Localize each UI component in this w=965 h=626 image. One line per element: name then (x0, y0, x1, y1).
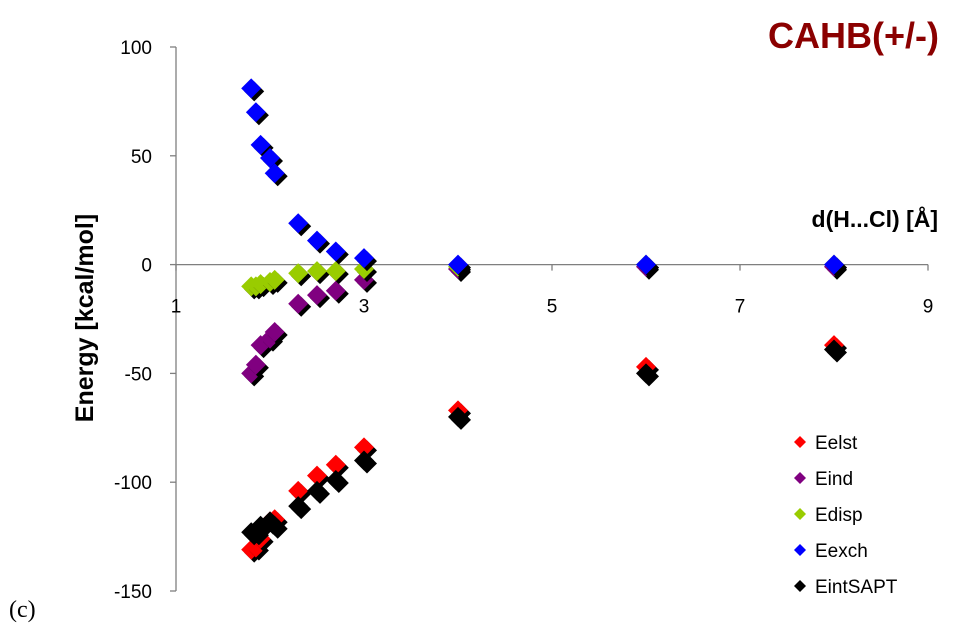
point-eexch (307, 230, 327, 251)
point-eintsapt (288, 496, 309, 517)
point-eexch (354, 248, 374, 269)
point-eexch (245, 102, 266, 123)
point-eind (245, 354, 266, 375)
point-eintsapt (325, 470, 346, 491)
point-eind (288, 293, 309, 314)
point-eelst (325, 454, 346, 475)
axis-ticks: 100 50 0 -50 -100 -150 1 3 5 7 9 (114, 38, 933, 603)
point-eexch (250, 134, 271, 155)
legend-label-eind: Eind (815, 469, 853, 490)
x-axis-label: d(H...Cl) [Å] (812, 205, 938, 232)
point-eind (307, 285, 327, 306)
legend-marker-eexch (794, 544, 806, 556)
x-tick-label: 7 (735, 297, 746, 318)
x-tick-label: 1 (171, 297, 182, 318)
point-eelst (354, 437, 374, 458)
point-edisp (325, 261, 346, 282)
panel-label: (c) (9, 597, 36, 623)
point-eelst (288, 480, 309, 501)
chart-title: CAHB(+/-) (768, 15, 939, 56)
point-eexch (241, 78, 262, 99)
point-eintsapt (307, 480, 327, 501)
point-eexch (824, 254, 844, 275)
legend-marker-eelst (794, 436, 806, 448)
point-eexch (288, 213, 309, 234)
x-tick-label: 3 (359, 297, 370, 318)
point-eind (325, 280, 346, 301)
point-eintsapt (824, 339, 844, 360)
legend-marker-edisp (794, 508, 806, 520)
legend: Eelst Eind Edisp Eexch EintSAPT (794, 433, 898, 598)
legend-label-edisp: Edisp (815, 505, 863, 526)
legend-marker-eind (794, 472, 806, 484)
legend-label-eelst: Eelst (815, 433, 858, 454)
x-tick-label: 5 (547, 297, 558, 318)
y-axis-label: Energy [kcal/mol] (71, 214, 99, 422)
y-tick-label: -50 (125, 364, 152, 385)
y-tick-label: -100 (114, 473, 152, 494)
x-tick-label: 9 (923, 297, 934, 318)
legend-marker-eintsapt (794, 580, 806, 592)
point-eexch (448, 254, 468, 275)
point-eelst (307, 465, 327, 486)
data-points (241, 78, 847, 563)
point-edisp (288, 263, 309, 284)
y-tick-label: 100 (120, 38, 152, 59)
legend-label-eexch: Eexch (815, 541, 868, 562)
point-eexch (636, 254, 656, 275)
point-eintsapt (636, 363, 656, 384)
point-eind (264, 322, 285, 343)
point-eintsapt (448, 406, 468, 427)
y-tick-label: 50 (131, 147, 152, 168)
point-eintsapt (264, 515, 285, 536)
point-edisp (307, 261, 327, 282)
point-eexch (264, 163, 285, 184)
point-edisp (264, 269, 285, 290)
legend-label-eintsapt: EintSAPT (815, 577, 898, 598)
point-eexch (325, 241, 346, 262)
point-eintsapt (354, 450, 374, 471)
point-eexch (260, 147, 280, 168)
y-tick-label: -150 (114, 582, 152, 603)
point-eind (241, 363, 262, 384)
y-tick-label: 0 (141, 256, 152, 277)
